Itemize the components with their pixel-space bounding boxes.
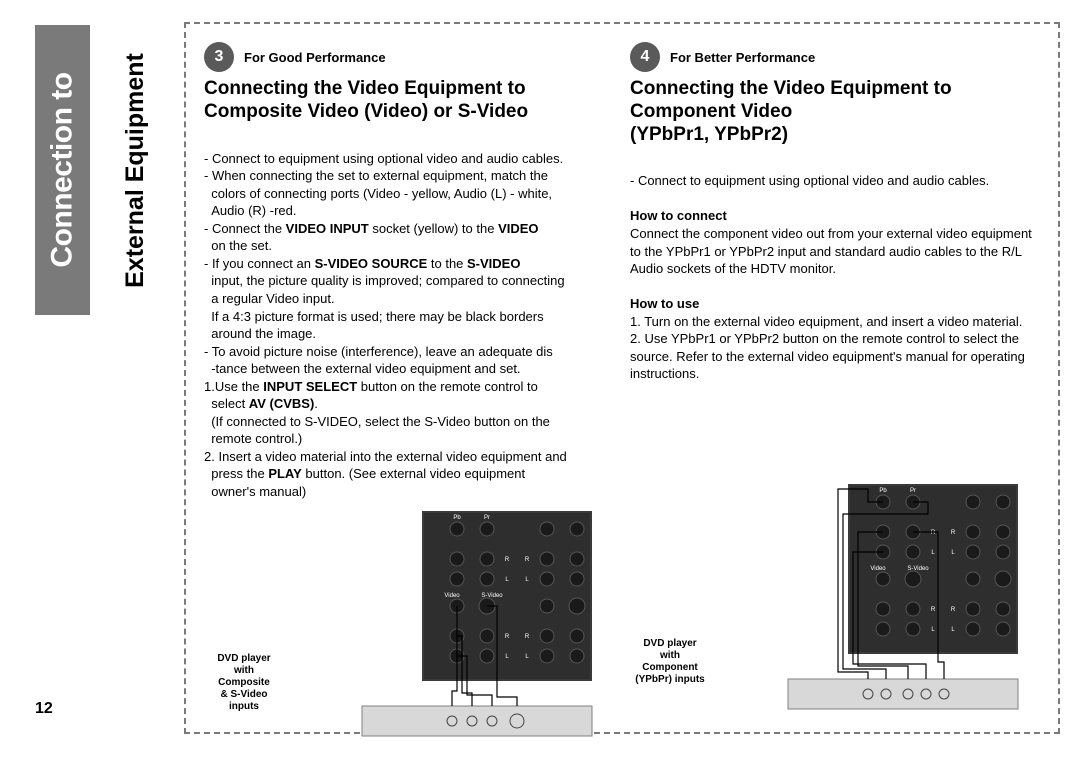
step-header-4: 4 For Better Performance	[630, 42, 1040, 72]
step-circle-3: 3	[204, 42, 234, 72]
sidebar-sub-tab-text: External Equipment	[121, 53, 150, 288]
svg-text:Video: Video	[870, 566, 886, 572]
svg-text:S-Video: S-Video	[907, 566, 929, 572]
svg-text:R: R	[525, 557, 530, 563]
page-number: 12	[35, 700, 53, 718]
right-title: Connecting the Video Equipment to Compon…	[630, 78, 1040, 146]
left-title: Connecting the Video Equipment to Compos…	[204, 78, 614, 124]
right-diagram: DVD playerwithComponent(YPbPr) inputs	[630, 484, 1040, 714]
svg-text:S-Video: S-Video	[481, 593, 503, 599]
step-circle-4: 4	[630, 42, 660, 72]
svg-text:Video: Video	[444, 593, 460, 599]
left-body: - Connect to equipment using optional vi…	[204, 150, 614, 501]
left-column: 3 For Good Performance Connecting the Vi…	[204, 42, 614, 714]
svg-text:Pb: Pb	[453, 515, 461, 521]
svg-text:R: R	[525, 634, 530, 640]
step-label-4: For Better Performance	[670, 50, 815, 65]
sidebar-main-tab: Connection to	[35, 25, 90, 315]
step-label-3: For Good Performance	[244, 50, 386, 65]
svg-text:R: R	[505, 634, 510, 640]
sidebar-main-tab-text: Connection to	[46, 72, 80, 267]
svg-text:R: R	[931, 607, 936, 613]
svg-text:R: R	[951, 607, 956, 613]
svg-text:R: R	[505, 557, 510, 563]
right-diagram-svg: PbPr RR LL VideoS-Video RR LL	[716, 484, 1040, 714]
right-diagram-caption: DVD playerwithComponent(YPbPr) inputs	[630, 638, 710, 714]
sidebar-sub-tab: External Equipment	[110, 25, 160, 315]
svg-text:R: R	[951, 530, 956, 536]
step-header-3: 3 For Good Performance	[204, 42, 614, 72]
right-column: 4 For Better Performance Connecting the …	[630, 42, 1040, 714]
svg-text:R: R	[931, 530, 936, 536]
left-diagram-caption: DVD playerwithComposite& S-Videoinputs	[204, 653, 284, 741]
svg-text:Pb: Pb	[879, 488, 887, 494]
right-body: - Connect to equipment using optional vi…	[630, 172, 1040, 383]
svg-text:Pr: Pr	[910, 488, 916, 494]
content-frame: 3 For Good Performance Connecting the Vi…	[184, 22, 1060, 734]
left-diagram: DVD playerwithComposite& S-Videoinputs P…	[204, 511, 614, 741]
svg-text:Pr: Pr	[484, 515, 490, 521]
left-diagram-svg: PbPr RR LL VideoS-Video RR LL	[290, 511, 614, 741]
